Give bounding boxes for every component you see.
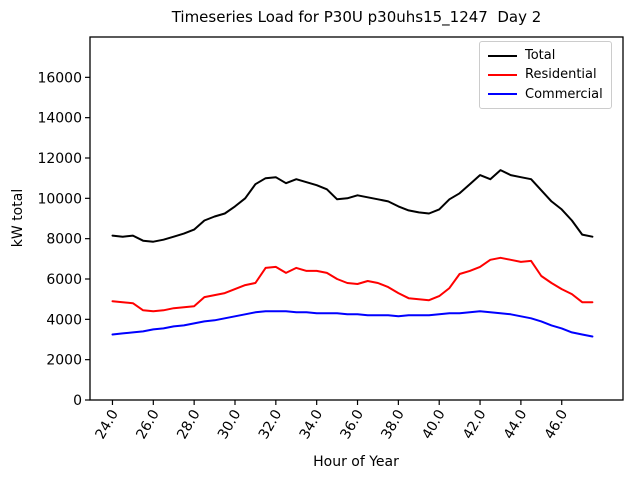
total-line-swatch	[488, 54, 517, 57]
y-tick-label: 0	[73, 393, 82, 409]
legend: Total Residential Commercial	[479, 41, 612, 109]
x-tick-label: 28.0	[174, 407, 203, 442]
x-tick-label: 44.0	[501, 407, 530, 442]
y-axis-ticks: 0 2000 4000 6000 8000 10000 12000 14000 16000	[37, 70, 90, 409]
legend-label-residential: Residential	[525, 67, 597, 83]
legend-item-commercial: Commercial	[488, 88, 603, 101]
x-axis-ticks: 24.0 26.0 28.0 30.0 32.0 34.0 36.0 38.0 40.0 42.0…	[92, 400, 571, 442]
commercial-line-swatch	[488, 93, 517, 96]
legend-label-total: Total	[525, 48, 556, 64]
x-tick-label: 40.0	[419, 407, 448, 442]
y-tick-label: 6000	[46, 272, 82, 288]
x-tick-label: 34.0	[297, 407, 326, 442]
y-tick-label: 14000	[37, 111, 82, 127]
x-tick-label: 26.0	[133, 407, 162, 442]
series-lines	[111, 169, 594, 338]
y-tick-label: 4000	[46, 312, 82, 328]
total-line	[111, 169, 594, 243]
x-tick-label: 32.0	[256, 407, 285, 442]
y-tick-label: 12000	[37, 151, 82, 167]
x-tick-label: 24.0	[92, 407, 121, 442]
x-tick-label: 46.0	[542, 407, 571, 442]
legend-item-residential: Residential	[488, 68, 603, 81]
commercial-line	[111, 310, 594, 338]
y-tick-label: 8000	[46, 232, 82, 248]
axes-frame	[89, 36, 624, 401]
y-tick-label: 2000	[46, 353, 82, 369]
x-tick-label: 38.0	[378, 407, 407, 442]
residential-line-swatch	[488, 73, 517, 76]
legend-label-commercial: Commercial	[525, 86, 603, 102]
x-axis-label: Hour of Year	[313, 454, 399, 470]
x-tick-label: 42.0	[460, 407, 489, 442]
y-tick-label: 16000	[37, 70, 82, 86]
x-tick-label: 36.0	[338, 407, 367, 442]
legend-item-total: Total	[488, 49, 603, 62]
y-axis-label: kW total	[10, 189, 26, 247]
residential-line	[111, 256, 594, 313]
x-tick-label: 30.0	[215, 407, 244, 442]
chart-title: Timeseries Load for P30U p30uhs15_1247 D…	[171, 8, 542, 26]
y-tick-label: 10000	[37, 191, 82, 207]
